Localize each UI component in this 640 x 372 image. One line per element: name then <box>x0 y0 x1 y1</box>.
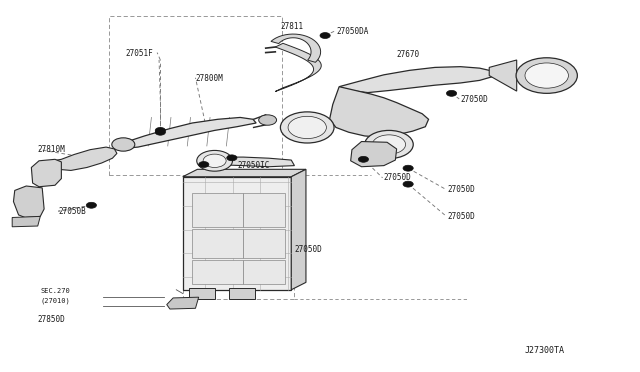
Polygon shape <box>330 87 429 137</box>
Circle shape <box>227 155 237 161</box>
Circle shape <box>403 165 413 171</box>
Circle shape <box>447 90 457 96</box>
Polygon shape <box>51 147 117 170</box>
Text: 27050D: 27050D <box>448 212 476 221</box>
Text: 27051F: 27051F <box>125 49 153 58</box>
Polygon shape <box>211 157 294 167</box>
Text: 27050IC: 27050IC <box>237 161 269 170</box>
Circle shape <box>196 150 232 171</box>
Text: 27800M: 27800M <box>195 74 223 83</box>
Circle shape <box>372 135 406 154</box>
Text: 27811: 27811 <box>280 22 303 31</box>
Polygon shape <box>167 297 198 309</box>
Text: 27050D: 27050D <box>294 244 322 253</box>
Circle shape <box>403 181 413 187</box>
Text: 27670: 27670 <box>397 50 420 59</box>
Polygon shape <box>189 288 214 299</box>
Polygon shape <box>275 43 321 92</box>
Text: SEC.270: SEC.270 <box>41 288 70 294</box>
Circle shape <box>358 156 369 162</box>
Text: (27010): (27010) <box>41 298 70 304</box>
Circle shape <box>86 202 97 208</box>
Circle shape <box>156 128 166 134</box>
Polygon shape <box>271 34 321 62</box>
Bar <box>192 260 243 284</box>
Circle shape <box>288 116 326 138</box>
Bar <box>243 229 285 258</box>
Circle shape <box>516 58 577 93</box>
Polygon shape <box>113 118 256 149</box>
Circle shape <box>203 154 226 167</box>
Polygon shape <box>182 169 306 177</box>
Circle shape <box>198 161 209 167</box>
Polygon shape <box>12 217 40 227</box>
Circle shape <box>365 131 413 158</box>
Bar <box>192 193 243 227</box>
Bar <box>243 193 285 227</box>
Circle shape <box>280 112 334 143</box>
Text: 27050B: 27050B <box>58 207 86 216</box>
Polygon shape <box>489 60 516 91</box>
Text: 27050D: 27050D <box>461 95 488 104</box>
Bar <box>192 229 243 258</box>
Text: 27810M: 27810M <box>38 145 65 154</box>
Polygon shape <box>182 177 291 290</box>
Text: 27850D: 27850D <box>38 315 65 324</box>
Circle shape <box>259 115 276 125</box>
Polygon shape <box>351 141 397 167</box>
Text: 27050D: 27050D <box>384 173 412 182</box>
Text: 27050DA: 27050DA <box>336 26 369 36</box>
Circle shape <box>156 129 166 135</box>
Polygon shape <box>229 288 255 299</box>
Polygon shape <box>339 67 492 93</box>
Circle shape <box>320 33 330 38</box>
Text: J27300TA: J27300TA <box>524 346 564 355</box>
Circle shape <box>525 63 568 88</box>
Circle shape <box>112 138 135 151</box>
Polygon shape <box>291 169 306 290</box>
Polygon shape <box>13 186 44 218</box>
Polygon shape <box>31 159 61 187</box>
Text: 27050D: 27050D <box>448 185 476 194</box>
Bar <box>243 260 285 284</box>
